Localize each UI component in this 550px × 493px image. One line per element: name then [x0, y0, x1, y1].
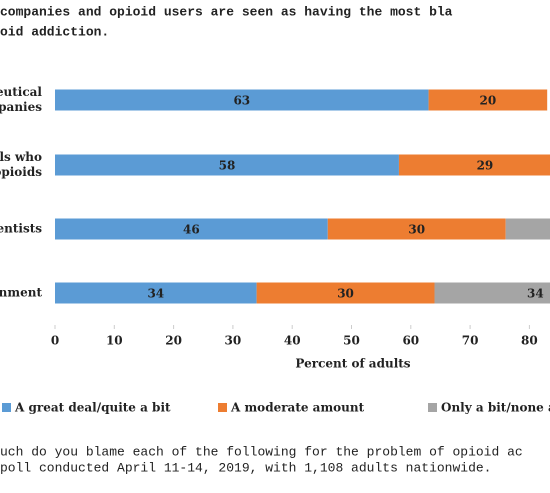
value-label: 30	[408, 223, 425, 237]
legend-label: A great deal/quite a bit	[14, 401, 171, 415]
x-axis-label: Percent of adults	[295, 357, 410, 371]
value-label: 34	[527, 287, 544, 301]
x-tick-label: 70	[462, 334, 479, 348]
bar-segment	[327, 218, 506, 240]
bar-segment	[55, 218, 328, 240]
bar-segment	[55, 154, 399, 176]
legend-swatch	[218, 403, 227, 412]
value-label: 20	[480, 94, 497, 108]
legend-label: A moderate amount	[230, 401, 365, 415]
x-tick-label: 30	[225, 334, 242, 348]
value-label: 46	[183, 223, 200, 237]
category-label: mpanies	[0, 100, 42, 114]
footer: poll conducted April 11-14, 2019, with 1…	[0, 460, 491, 475]
category-label: als who	[0, 150, 42, 164]
bar-segment	[428, 89, 548, 111]
bar-segment	[256, 282, 435, 304]
bar-segment	[434, 282, 550, 304]
legend-swatch	[428, 403, 437, 412]
category-label: ceutical	[0, 85, 42, 99]
x-tick-label: 10	[106, 334, 123, 348]
x-tick-label: 0	[51, 334, 59, 348]
value-label: 30	[337, 287, 354, 301]
category-label: rnment	[0, 286, 42, 300]
x-tick-label: 20	[165, 334, 182, 348]
category-label: dentists	[0, 222, 42, 236]
legend-label: Only a bit/none at a	[441, 401, 550, 415]
x-tick-label: 40	[284, 334, 301, 348]
x-tick-label: 60	[402, 334, 419, 348]
x-tick-label: 50	[343, 334, 360, 348]
bar-segment	[505, 218, 550, 240]
footer: uch do you blame each of the following f…	[0, 444, 523, 459]
bar-segment	[55, 89, 429, 111]
value-label: 34	[147, 287, 164, 301]
chart-title: companies and opioid users are seen as h…	[0, 4, 453, 19]
bar-segment	[398, 154, 550, 176]
legend-swatch	[2, 403, 11, 412]
value-label: 63	[233, 94, 250, 108]
chart-title: oid addiction.	[0, 24, 109, 39]
x-tick-label: 80	[521, 334, 538, 348]
bar-segment	[55, 282, 257, 304]
value-label: 29	[477, 159, 494, 173]
value-label: 58	[219, 159, 236, 173]
